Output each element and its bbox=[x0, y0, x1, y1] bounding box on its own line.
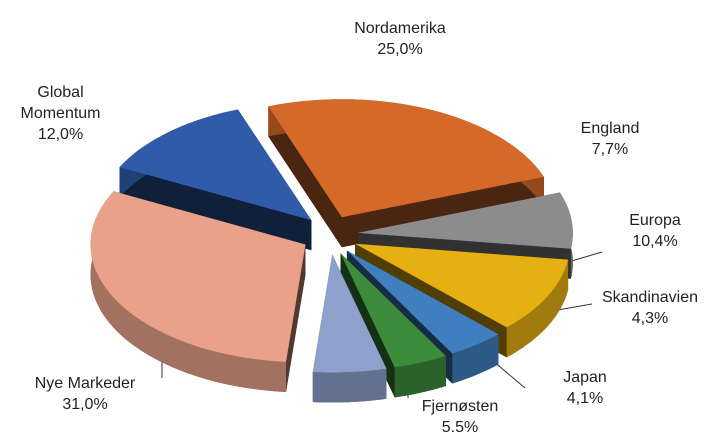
value-label: 12,0% bbox=[37, 126, 84, 143]
slice-edge bbox=[90, 191, 286, 392]
slice-label: Global Momentum 12,0% bbox=[8, 82, 113, 145]
category-label: England bbox=[580, 120, 640, 137]
slice-top bbox=[340, 253, 446, 368]
category-label: Japan bbox=[563, 369, 607, 386]
value-label: 5,5% bbox=[441, 419, 479, 432]
slice-edge bbox=[452, 334, 499, 384]
category-label: Nordamerika bbox=[354, 20, 446, 37]
slice-top bbox=[90, 191, 306, 362]
value-label: 25,0% bbox=[377, 41, 423, 58]
slice bbox=[90, 191, 306, 392]
value-label: 10,4% bbox=[632, 233, 678, 250]
slice-label: Fjernøsten 5,5% bbox=[395, 396, 525, 432]
slice-label: Japan 4,1% bbox=[520, 367, 650, 409]
slice bbox=[119, 109, 312, 251]
category-label: Fjernøsten bbox=[421, 398, 499, 415]
slice-top bbox=[119, 109, 312, 221]
slice-label: Europa 10,4% bbox=[590, 210, 718, 252]
slice-top bbox=[312, 254, 387, 373]
value-label: 7,7% bbox=[591, 141, 629, 158]
slice-edge bbox=[506, 259, 569, 358]
slice-edge bbox=[394, 356, 446, 398]
slice-label: Nordamerika 25,0% bbox=[335, 18, 465, 60]
slice-top bbox=[268, 99, 544, 218]
slice-edge bbox=[312, 368, 387, 403]
slice-label: Skandinavien 4,3% bbox=[585, 287, 715, 329]
value-label: 4,1% bbox=[566, 390, 604, 407]
value-label: 4,3% bbox=[631, 310, 669, 327]
slice bbox=[312, 254, 387, 403]
category-label: Nye Markeder bbox=[34, 375, 136, 392]
category-label: Global Momentum bbox=[20, 84, 101, 122]
slice-top bbox=[346, 250, 499, 354]
slice-label: Nye Markeder 31,0% bbox=[20, 373, 150, 415]
category-label: Europa bbox=[629, 212, 681, 229]
slice-top bbox=[355, 243, 569, 328]
slice-label: England 7,7% bbox=[545, 118, 675, 160]
category-label: Skandinavien bbox=[601, 289, 699, 306]
slice-side bbox=[119, 167, 312, 251]
slice-side bbox=[268, 106, 342, 248]
slice bbox=[340, 253, 446, 398]
slice-top bbox=[357, 192, 573, 249]
value-label: 31,0% bbox=[62, 396, 108, 413]
slice-side bbox=[286, 244, 306, 392]
